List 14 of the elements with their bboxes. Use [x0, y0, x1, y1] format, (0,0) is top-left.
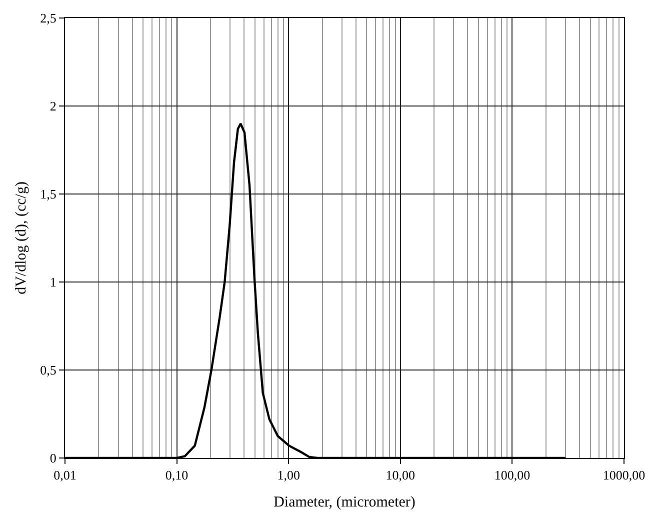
x-tick-label: 10,00 [386, 468, 416, 483]
y-axis-title: dV/dlog (d), (cc/g) [13, 182, 30, 294]
x-axis-title: Diameter, (micrometer) [274, 494, 416, 511]
x-tick-label: 0,10 [165, 468, 188, 483]
y-tick-label: 1,5 [40, 186, 56, 202]
x-tick-label: 1,00 [277, 468, 300, 483]
y-tick-label: 0,5 [40, 362, 56, 378]
y-tick-label: 1 [50, 274, 56, 290]
y-tick-label: 0 [50, 450, 56, 466]
x-tick-label: 100,00 [494, 468, 530, 483]
x-tick-label: 0,01 [54, 468, 76, 483]
y-tick-label: 2,5 [40, 10, 56, 26]
y-tick-label: 2 [50, 98, 56, 114]
x-tick-label: 1000,00 [602, 468, 646, 483]
